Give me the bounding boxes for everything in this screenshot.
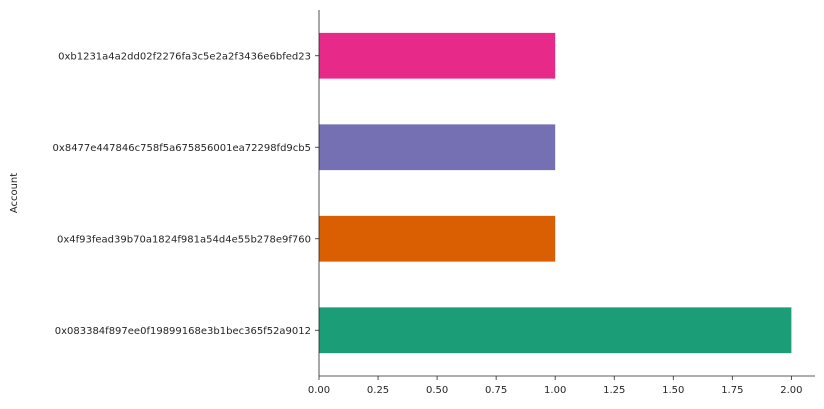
- category-labels: 0x083384f897ee0f19899168e3b1bec365f52a90…: [53, 51, 319, 337]
- category-label: 0x8477e447846c758f5a675856001ea72298fd9c…: [53, 143, 311, 154]
- x-tick-label: 0.00: [308, 385, 330, 396]
- bar-3: [319, 124, 556, 171]
- x-tick-label: 2.00: [780, 385, 802, 396]
- x-tick-label: 0.25: [367, 385, 389, 396]
- bar-4: [319, 32, 556, 79]
- x-tick-label: 1.25: [603, 385, 625, 396]
- y-axis-title: Account: [9, 173, 20, 213]
- category-label: 0xb1231a4a2dd02f2276fa3c5e2a2f3436e6bfed…: [58, 51, 311, 62]
- x-tick-label: 0.50: [426, 385, 448, 396]
- x-axis-ticks: 0.00 0.25 0.50 0.75 1.00 1.25 1.50 1.75 2.00: [308, 376, 803, 396]
- x-tick-label: 1.75: [721, 385, 743, 396]
- x-tick-label: 1.00: [544, 385, 566, 396]
- bar-2: [319, 215, 556, 262]
- bars-group: [319, 32, 792, 354]
- bar-1: [319, 307, 792, 354]
- category-label: 0x083384f897ee0f19899168e3b1bec365f52a90…: [55, 326, 311, 337]
- x-tick-label: 0.75: [485, 385, 507, 396]
- category-label: 0x4f93fead39b70a1824f981a54d4e55b278e9f7…: [57, 234, 311, 245]
- x-tick-label: 1.50: [662, 385, 684, 396]
